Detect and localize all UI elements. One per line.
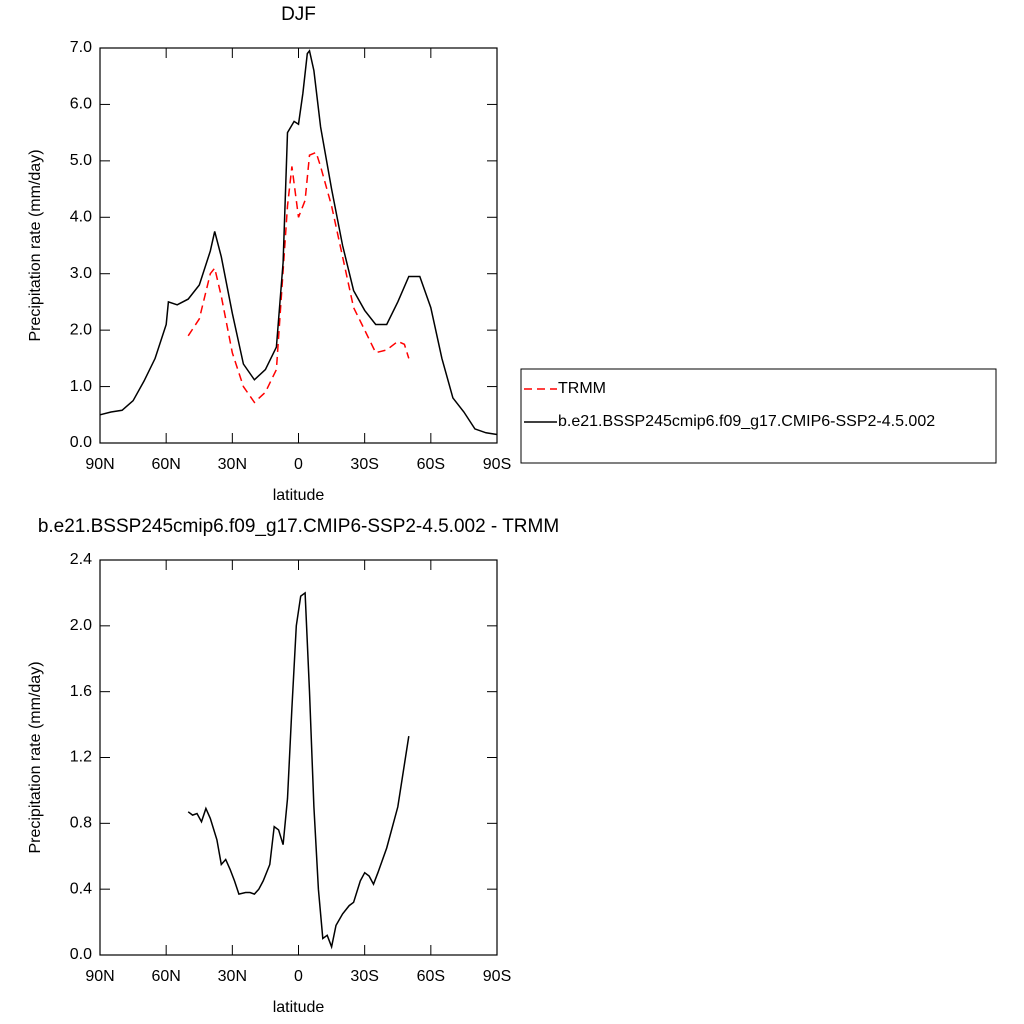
plot-frame — [99, 47, 498, 444]
data-line — [187, 151, 410, 404]
y-tick-label: 2.0 — [70, 617, 92, 634]
x-tick-label: 30N — [218, 968, 247, 985]
x-tick-label: 90S — [483, 456, 511, 473]
chart-title: DJF — [281, 4, 316, 25]
legend-label: TRMM — [558, 380, 606, 397]
x-tick-label: 60N — [151, 968, 180, 985]
legend-box — [520, 368, 997, 464]
x-tick-label: 60N — [151, 456, 180, 473]
y-tick-label: 4.0 — [70, 209, 92, 226]
y-tick-label: 2.4 — [70, 551, 92, 568]
x-tick-label: 90N — [85, 456, 114, 473]
y-tick-label: 0.0 — [70, 946, 92, 963]
x-tick-label: 30S — [350, 968, 378, 985]
x-tick-label: 90N — [85, 968, 114, 985]
x-tick-label: 30S — [350, 456, 378, 473]
y-tick-label: 7.0 — [70, 39, 92, 56]
y-tick-label: 1.2 — [70, 749, 92, 766]
data-line — [99, 49, 498, 436]
x-tick-label: 30N — [218, 456, 247, 473]
y-tick-label: 0.0 — [70, 434, 92, 451]
y-tick-label: 0.4 — [70, 880, 92, 897]
x-tick-label: 0 — [294, 456, 303, 473]
x-tick-label: 90S — [483, 968, 511, 985]
x-axis-label: latitude — [273, 487, 325, 504]
y-tick-label: 3.0 — [70, 265, 92, 282]
x-axis-label: latitude — [273, 999, 325, 1016]
y-tick-label: 2.0 — [70, 321, 92, 338]
data-line — [187, 591, 410, 950]
x-tick-label: 60S — [417, 456, 445, 473]
y-tick-label: 5.0 — [70, 152, 92, 169]
y-tick-label: 0.8 — [70, 815, 92, 832]
y-tick-label: 1.0 — [70, 378, 92, 395]
chart-title: b.e21.BSSP245cmip6.f09_g17.CMIP6-SSP2-4.… — [38, 516, 559, 537]
y-axis-label: Precipitation rate (mm/day) — [27, 661, 44, 853]
x-tick-label: 0 — [294, 968, 303, 985]
y-tick-label: 6.0 — [70, 96, 92, 113]
y-tick-label: 1.6 — [70, 683, 92, 700]
x-tick-label: 60S — [417, 968, 445, 985]
plot-frame — [99, 559, 498, 956]
legend-label: b.e21.BSSP245cmip6.f09_g17.CMIP6-SSP2-4.… — [558, 413, 935, 430]
y-axis-label: Precipitation rate (mm/day) — [27, 149, 44, 341]
